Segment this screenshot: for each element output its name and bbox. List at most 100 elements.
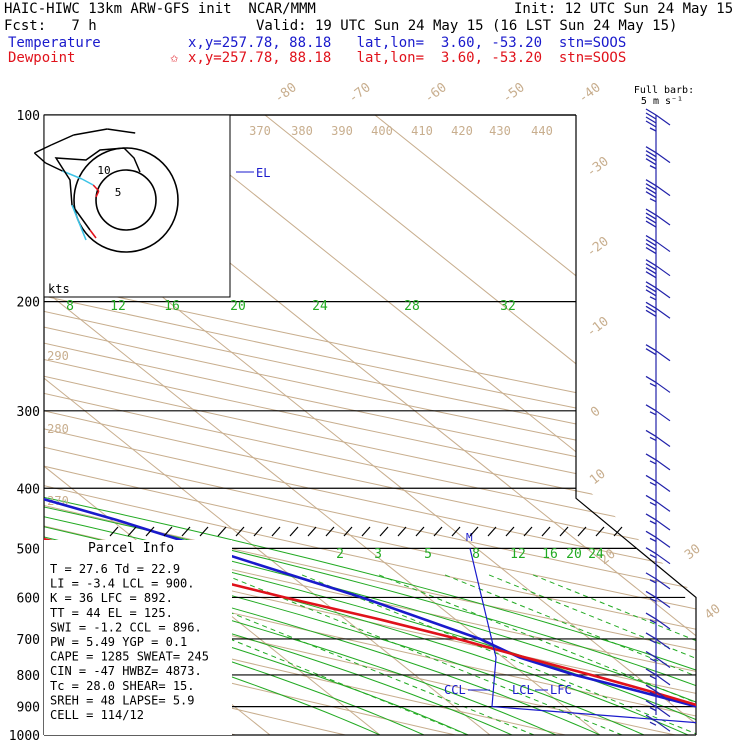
wind-barb xyxy=(645,650,671,669)
dry-adiabat-line xyxy=(44,115,696,735)
mixing-ratio-label: 5 xyxy=(424,547,432,562)
theta-label: 290 xyxy=(47,349,69,363)
barb-full xyxy=(645,429,657,438)
mixing-ratio-label: 20 xyxy=(566,547,582,562)
mixing-ratio-label: 24 xyxy=(312,299,328,314)
barb-full xyxy=(645,344,657,352)
barb-shaft xyxy=(655,459,671,471)
theta-label: 390 xyxy=(331,124,353,138)
hodograph-segment xyxy=(92,184,100,192)
barb-shaft xyxy=(655,435,671,447)
barb-full xyxy=(645,650,657,659)
hodograph-segment xyxy=(34,144,52,154)
freezing-hatch xyxy=(433,526,443,537)
freezing-hatch xyxy=(343,526,353,537)
barb-legend-title: Full barb: xyxy=(634,85,694,96)
dewpoint-legend-info: x,y=257.78, 88.18 lat,lon= 3.60, -53.20 … xyxy=(188,50,627,66)
barb-half xyxy=(649,657,657,663)
barb-full xyxy=(645,289,657,297)
wind-barb xyxy=(645,547,671,565)
isotherm-label: -20 xyxy=(584,234,612,260)
mixing-ratio-label: 12 xyxy=(510,547,526,562)
barb-shaft xyxy=(655,720,671,732)
wind-barb xyxy=(645,668,671,686)
barb-full xyxy=(645,668,657,676)
isotherm-label: -10 xyxy=(584,314,612,340)
barb-shaft xyxy=(655,536,671,548)
parcel-info-row: T = 27.6 Td = 22.9 xyxy=(50,562,180,576)
barb-full xyxy=(645,234,657,243)
isotherm-line xyxy=(374,115,696,735)
barb-full xyxy=(645,513,657,521)
barb-shaft xyxy=(655,381,671,393)
barb-full xyxy=(645,158,657,166)
barb-half xyxy=(649,537,657,542)
parcel-info-title: Parcel Info xyxy=(88,541,174,556)
barb-full xyxy=(645,309,657,317)
freezing-hatch xyxy=(559,526,569,537)
hodograph-ring xyxy=(73,147,179,253)
hodograph-mid-segment xyxy=(71,204,87,241)
mixing-ratio-label: 32 xyxy=(500,299,516,314)
freezing-hatch xyxy=(217,526,227,537)
hodograph-segment xyxy=(45,162,63,172)
freezing-hatch xyxy=(307,526,317,537)
barb-shaft xyxy=(655,690,671,702)
barb-shaft xyxy=(655,287,671,299)
barb-shaft xyxy=(655,618,671,630)
dry-adiabat-line xyxy=(44,115,696,735)
freezing-hatch xyxy=(451,526,461,537)
freezing-hatch xyxy=(109,526,119,537)
barb-shaft xyxy=(655,350,671,362)
wind-barb xyxy=(645,179,671,203)
barb-full xyxy=(645,187,657,195)
isotherm-label: -80 xyxy=(272,80,300,106)
barb-full xyxy=(645,301,657,309)
barb-full xyxy=(645,404,657,412)
wind-barb xyxy=(645,700,671,718)
mixing-ratio-label: 16 xyxy=(164,299,180,314)
barb-half xyxy=(649,165,657,170)
m-annotation: M xyxy=(466,531,473,544)
barb-shaft xyxy=(655,480,671,492)
barb-half xyxy=(649,198,657,203)
barb-shaft xyxy=(655,638,671,650)
barb-half xyxy=(649,127,657,132)
header-fcst: Fcst: 7 h xyxy=(4,18,97,34)
barb-full xyxy=(645,530,657,538)
barb-half xyxy=(649,460,657,465)
freezing-hatch xyxy=(415,526,425,537)
isotherm-line xyxy=(44,115,491,735)
barb-full xyxy=(645,267,657,275)
wind-barb xyxy=(645,474,671,492)
isotherm-line xyxy=(154,115,696,735)
dry-adiabat-line xyxy=(44,115,696,735)
freezing-hatch xyxy=(577,526,587,537)
barb-full xyxy=(645,281,657,289)
isotherm-label: -40 xyxy=(576,80,604,106)
barb-full xyxy=(645,285,657,293)
el-annotation: EL xyxy=(256,166,270,180)
barb-full xyxy=(645,348,657,356)
barb-full xyxy=(645,700,657,708)
parcel-info-row: SWI = -1.2 CCL = 896. xyxy=(50,620,202,634)
parcel-info-row: CELL = 114/12 xyxy=(50,708,144,722)
barb-shaft xyxy=(655,674,671,686)
dry-adiabat-line xyxy=(44,115,696,735)
dry-adiabat-line xyxy=(44,115,696,735)
theta-label: 380 xyxy=(291,124,313,138)
barb-shaft xyxy=(655,265,671,277)
isotherm-label: -60 xyxy=(422,80,450,106)
barb-full xyxy=(645,154,657,162)
hodograph-segment xyxy=(50,134,74,146)
freezing-hatch xyxy=(613,526,623,537)
wind-barb xyxy=(645,375,671,393)
wind-barb xyxy=(645,494,671,512)
mixing-ratio-line xyxy=(486,573,696,735)
freezing-hatch xyxy=(271,526,281,537)
dry-adiabat-line xyxy=(44,115,696,735)
barb-full xyxy=(645,183,657,191)
dewpoint-star-icon: ✩ xyxy=(170,50,179,66)
lfc-annotation: LFC xyxy=(550,683,572,697)
temperature-profile xyxy=(44,115,696,730)
